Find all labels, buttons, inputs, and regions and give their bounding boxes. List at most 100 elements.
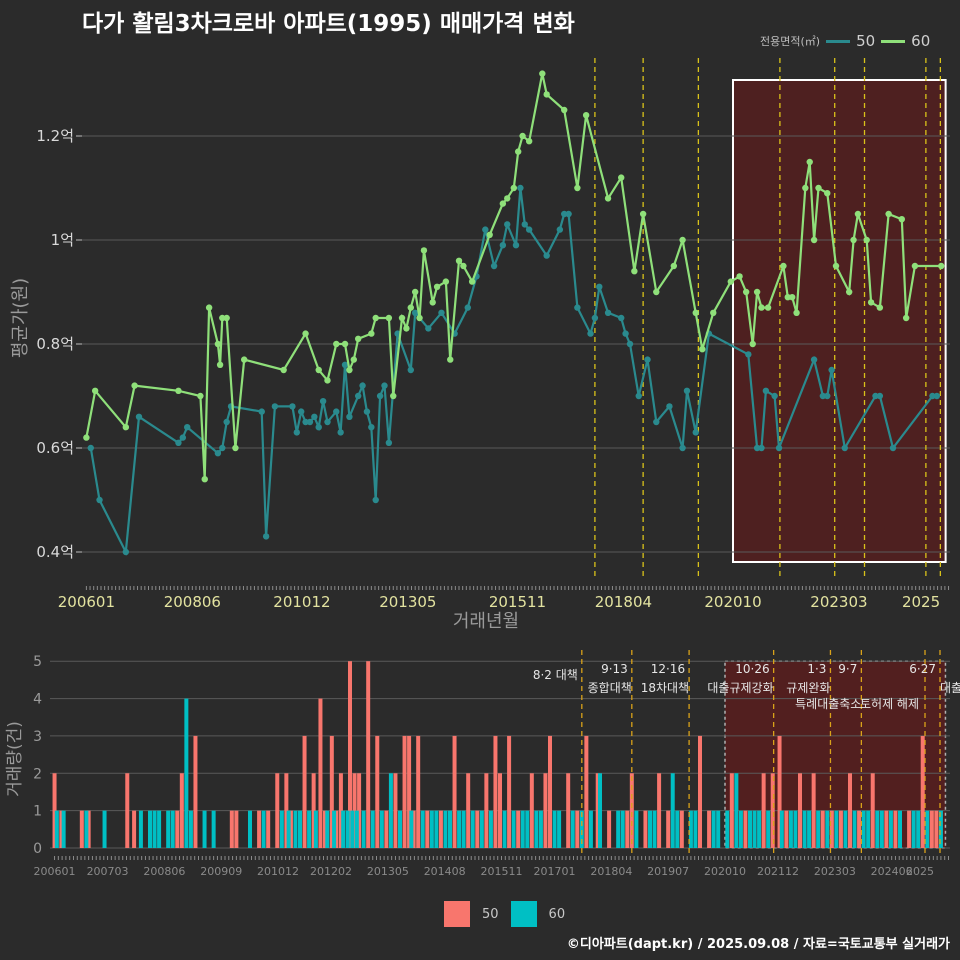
volume-bar-50 bbox=[529, 773, 534, 848]
volume-bar-60 bbox=[370, 810, 375, 848]
volume-bar-60 bbox=[434, 810, 439, 848]
data-point-50 bbox=[482, 226, 489, 233]
volume-bar-60 bbox=[916, 810, 921, 848]
volume-bar-60 bbox=[925, 810, 930, 848]
volume-bar-50 bbox=[52, 773, 57, 848]
data-point-60 bbox=[806, 158, 813, 166]
data-point-50 bbox=[841, 444, 848, 452]
volume-bar-50 bbox=[484, 773, 489, 848]
volume-bar-60 bbox=[202, 810, 207, 848]
data-point-50 bbox=[315, 424, 322, 431]
data-point-50 bbox=[666, 403, 673, 410]
volume-bar-60 bbox=[711, 810, 716, 848]
volume-x-tick-label: 201305 bbox=[367, 865, 409, 878]
data-point-50 bbox=[354, 392, 362, 400]
volume-bar-50 bbox=[79, 810, 84, 848]
data-point-50 bbox=[771, 392, 778, 400]
volume-bar-60 bbox=[166, 810, 171, 848]
x-tick-label: 202010 bbox=[704, 593, 761, 611]
data-point-50 bbox=[411, 309, 419, 316]
volume-bar-60 bbox=[888, 810, 893, 848]
volume-bar-60 bbox=[538, 810, 543, 848]
volume-bar-60 bbox=[457, 810, 462, 848]
top-legend: 전용면적(㎡) 50 60 bbox=[760, 32, 930, 50]
volume-bar-60 bbox=[307, 810, 312, 848]
volume-bar-50 bbox=[543, 773, 548, 848]
data-point-60 bbox=[863, 236, 870, 244]
volume-bar-50 bbox=[666, 810, 671, 848]
data-point-50 bbox=[556, 226, 564, 233]
data-point-50 bbox=[872, 392, 879, 400]
volume-bar-50 bbox=[384, 810, 389, 848]
volume-bar-50 bbox=[884, 810, 889, 848]
data-point-60 bbox=[764, 304, 772, 311]
x-tick-label: 201511 bbox=[489, 593, 546, 611]
volume-bar-50 bbox=[870, 773, 875, 848]
x-tick-label: 202303 bbox=[810, 593, 867, 611]
volume-x-tick-label: 201012 bbox=[257, 865, 299, 878]
volume-bar-60 bbox=[866, 810, 871, 848]
data-point-60 bbox=[749, 340, 756, 348]
volume-bar-60 bbox=[570, 810, 575, 848]
x-tick-label: 200601 bbox=[58, 593, 115, 611]
volume-bar-50 bbox=[302, 735, 307, 848]
x-tick-label: 201305 bbox=[379, 593, 436, 611]
volume-x-tick-label: 201907 bbox=[647, 865, 689, 878]
data-point-60 bbox=[543, 91, 550, 98]
volume-bar-60 bbox=[511, 810, 516, 848]
volume-bar-60 bbox=[409, 810, 414, 848]
volume-bar-60 bbox=[757, 810, 762, 848]
volume-bar-50 bbox=[595, 773, 600, 848]
data-point-50 bbox=[490, 262, 498, 270]
data-point-60 bbox=[232, 444, 239, 452]
volume-bar-60 bbox=[502, 810, 507, 848]
volume-bar-50 bbox=[848, 773, 852, 848]
data-point-60 bbox=[315, 366, 322, 374]
volume-bar-50 bbox=[234, 810, 239, 848]
volume-bar-50 bbox=[329, 735, 334, 848]
data-point-60 bbox=[525, 138, 533, 145]
volume-bar-60 bbox=[648, 810, 652, 848]
volume-bar-60 bbox=[825, 810, 830, 848]
volume-bar-60 bbox=[461, 810, 466, 848]
volume-bar-60 bbox=[911, 810, 916, 848]
data-point-60 bbox=[442, 278, 450, 285]
data-point-50 bbox=[363, 408, 371, 415]
volume-bar-60 bbox=[479, 810, 484, 848]
volume-bar-60 bbox=[779, 810, 784, 848]
data-point-60 bbox=[885, 210, 892, 218]
volume-bar-50 bbox=[179, 773, 184, 848]
volume-bar-60 bbox=[734, 773, 739, 848]
volume-bar-60 bbox=[752, 810, 757, 848]
volume-bar-50 bbox=[393, 773, 398, 848]
volume-bar-60 bbox=[788, 810, 793, 848]
volume-bar-60 bbox=[534, 810, 539, 848]
data-point-60 bbox=[420, 247, 428, 254]
volume-bar-60 bbox=[420, 810, 425, 848]
volume-bar-50 bbox=[629, 773, 634, 848]
data-point-60 bbox=[727, 278, 735, 285]
volume-bar-60 bbox=[211, 810, 216, 848]
volume-bar-60 bbox=[379, 810, 384, 848]
volume-bar-50 bbox=[311, 773, 316, 848]
data-point-60 bbox=[574, 184, 581, 192]
data-point-50 bbox=[319, 398, 327, 405]
data-point-50 bbox=[297, 408, 305, 415]
volume-bar-60 bbox=[725, 810, 730, 848]
volume-bar-50 bbox=[275, 773, 280, 848]
data-point-50 bbox=[311, 413, 318, 420]
volume-bar-50 bbox=[625, 810, 630, 848]
volume-x-tick-label: 202406 bbox=[871, 865, 913, 878]
policy-text-label: 토허제 해제 bbox=[860, 697, 919, 711]
data-point-50 bbox=[828, 366, 835, 374]
volume-bar-60 bbox=[670, 773, 675, 848]
volume-bar-60 bbox=[938, 810, 943, 848]
volume-bar-60 bbox=[298, 810, 302, 848]
data-point-50 bbox=[644, 356, 651, 363]
data-point-60 bbox=[280, 366, 287, 374]
volume-bar-50 bbox=[323, 810, 327, 848]
volume-x-tick-label: 201804 bbox=[590, 865, 632, 878]
data-point-50 bbox=[96, 496, 103, 504]
policy-text-label: 규제완화 bbox=[786, 681, 830, 695]
